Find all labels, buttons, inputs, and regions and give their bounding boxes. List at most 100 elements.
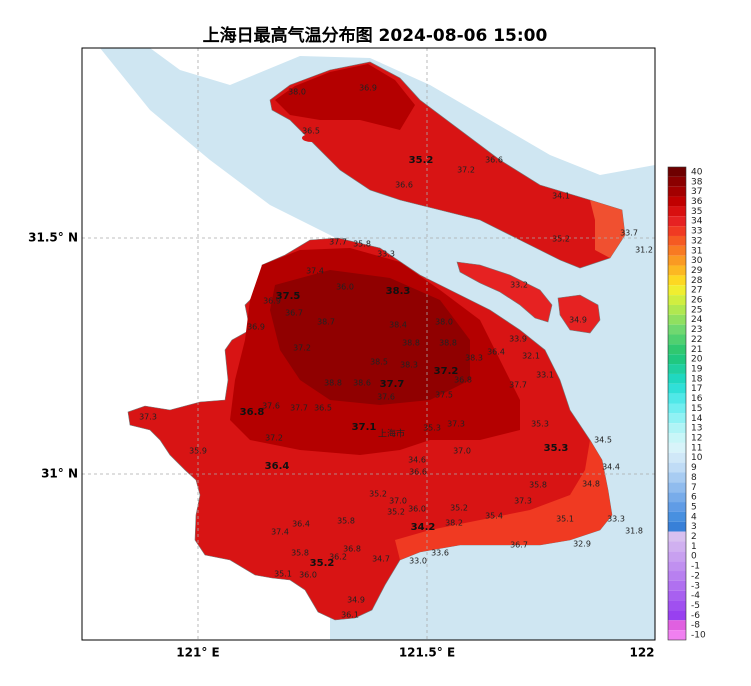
colorbar-swatch [668, 226, 686, 236]
station-value: 34.9 [569, 316, 587, 325]
station-value: 33.3 [607, 515, 625, 524]
station-value: 34.7 [372, 555, 390, 564]
colorbar-swatch [668, 255, 686, 266]
station-value: 36.0 [336, 283, 354, 292]
colorbar-swatch [668, 630, 686, 640]
colorbar-swatch [668, 167, 686, 177]
station-value: 35.2 [552, 235, 570, 244]
colorbar-label: 32 [691, 236, 702, 246]
colorbar-label: 38 [691, 177, 703, 187]
changxing-island [456, 261, 553, 323]
station-value: 31.8 [625, 527, 643, 536]
colorbar-swatch [668, 324, 686, 335]
colorbar-label: 37 [691, 187, 702, 197]
colorbar-label: 17 [691, 384, 702, 394]
colorbar-label: 8 [691, 473, 697, 483]
colorbar-swatch [668, 354, 686, 365]
coast-zone [395, 440, 612, 560]
colorbar-swatch [668, 531, 686, 542]
colorbar-swatch [668, 571, 686, 581]
colorbar-label: 33 [691, 227, 702, 237]
station-value: 36.6 [485, 156, 503, 165]
station-value: 36.5 [302, 127, 320, 136]
station-value: 34.8 [582, 480, 600, 489]
station-value: 33.0 [409, 557, 427, 566]
colorbar-swatch [668, 373, 686, 384]
colorbar-swatch [668, 492, 686, 503]
station-value: 36.8 [240, 407, 265, 418]
colorbar-swatch [668, 245, 686, 256]
station-value: 35.3 [531, 420, 549, 429]
hengsha-island [557, 294, 601, 334]
colorbar-swatch [668, 620, 686, 631]
colorbar-label: -3 [691, 581, 700, 591]
lon-label: 121.5° E [399, 646, 455, 660]
station-value: 34.1 [552, 192, 570, 201]
colorbar-label: 7 [691, 483, 697, 493]
station-value: 35.2 [310, 558, 335, 569]
colorbar-label: 26 [691, 296, 703, 306]
station-value: 37.7 [329, 238, 347, 247]
colorbar-label: 10 [691, 453, 703, 463]
station-value: 36.8 [343, 545, 361, 554]
colorbar-swatch [668, 590, 686, 601]
station-value: 33.7 [620, 229, 638, 238]
station-value: 35.2 [450, 504, 468, 513]
colorbar-label: 36 [691, 197, 703, 207]
station-labels: 38.0 36.9 35.2 37.2 36.6 36.6 34.1 35.2 33.7 31.2… [139, 84, 653, 620]
graticule [82, 48, 655, 640]
station-value: 37.3 [139, 413, 157, 422]
colorbar-swatch [668, 521, 686, 532]
colorbar-label: 9 [691, 463, 697, 473]
station-value: 37.0 [389, 497, 407, 506]
station-value: 34.2 [411, 522, 436, 533]
station-value: 33.1 [536, 371, 554, 380]
colorbar-label: 27 [691, 286, 702, 296]
colorbar-swatch [668, 403, 686, 414]
colorbar-label: 5 [691, 502, 697, 512]
colorbar-swatch [668, 511, 686, 522]
colorbar-label: 2 [691, 532, 697, 542]
station-value: 33.6 [431, 549, 449, 558]
station-value: 38.3 [465, 354, 483, 363]
station-value: 36.8 [454, 376, 472, 385]
station-value: 37.6 [262, 402, 280, 411]
station-value: 37.4 [306, 267, 324, 276]
colorbar-swatch [668, 334, 686, 345]
colorbar-label: 22 [691, 335, 702, 345]
colorbar-label: 40 [691, 167, 703, 177]
colorbar-swatch [668, 462, 686, 473]
core-zone [270, 270, 470, 405]
colorbar-label: 1 [691, 542, 697, 552]
colorbar-swatch [668, 304, 686, 315]
colorbar-swatch [668, 452, 686, 463]
colorbar-swatch [668, 472, 686, 483]
station-value: 35.9 [189, 447, 207, 456]
lat-label: 31.5° N [28, 231, 78, 245]
station-value: 36.9 [247, 323, 265, 332]
station-value: 35.3 [423, 424, 441, 433]
colorbar-label: 19 [691, 365, 703, 375]
colorbar-swatch [668, 285, 686, 296]
north-land [150, 48, 655, 175]
colorbar-label: 31 [691, 246, 702, 256]
colorbar-label: -1 [691, 562, 700, 572]
colorbar-label: 15 [691, 404, 702, 414]
station-value: 34.9 [347, 596, 365, 605]
station-value: 37.5 [276, 291, 301, 302]
station-value: 35.8 [529, 481, 547, 490]
station-value: 38.0 [435, 318, 453, 327]
colorbar-swatch [668, 186, 686, 197]
station-value: 36.2 [329, 553, 347, 562]
lon-label: 121° E [176, 646, 219, 660]
station-value: 38.2 [445, 519, 463, 528]
station-value: 34.6 [408, 456, 426, 465]
title: 上海日最高气温分布图 2024-08-06 15:00 [203, 25, 548, 46]
station-value: 36.6 [395, 181, 413, 190]
map-area: 38.0 36.9 35.2 37.2 36.6 36.6 34.1 35.2 33.7 31.2… [82, 48, 655, 640]
colorbar-swatch [668, 393, 686, 404]
colorbar-label: 35 [691, 207, 702, 217]
islet [302, 134, 322, 142]
